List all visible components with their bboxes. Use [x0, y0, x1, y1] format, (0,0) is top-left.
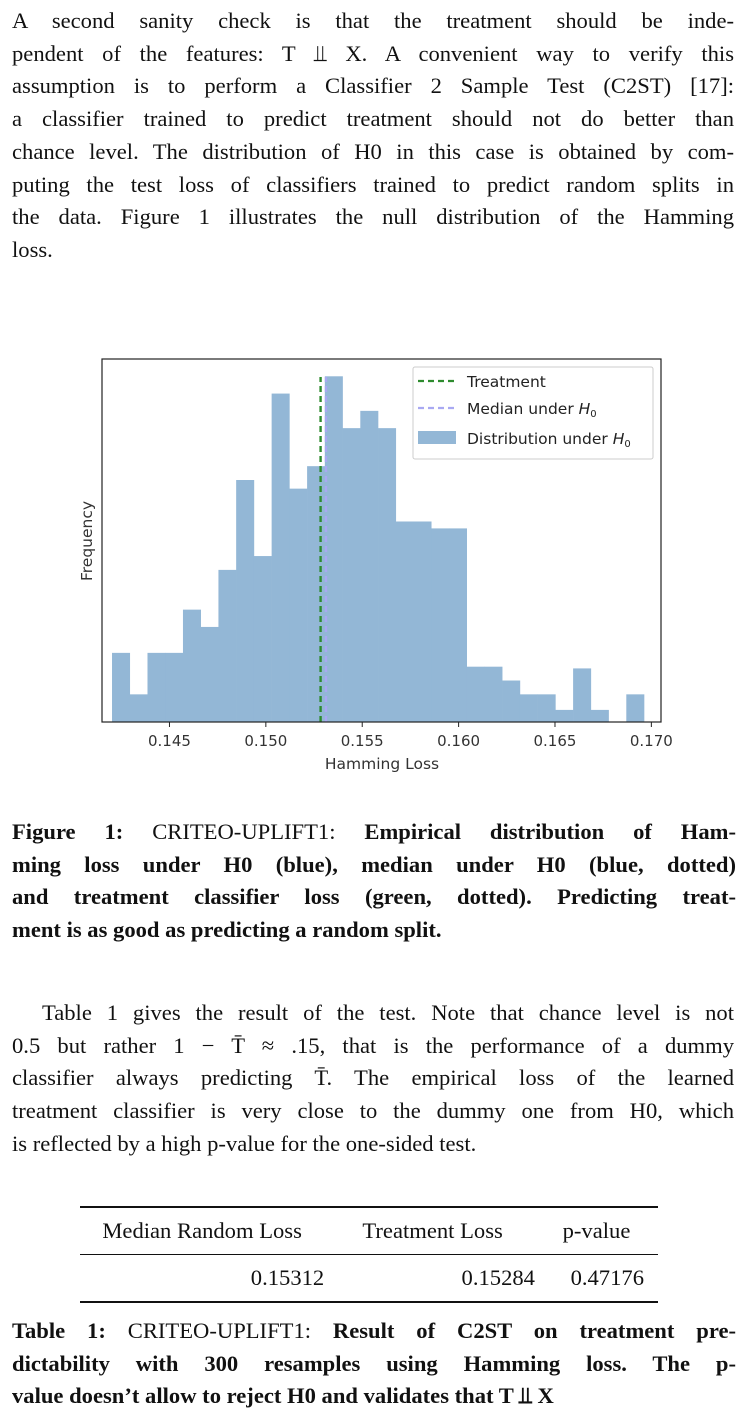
x-tick-label: 0.155 — [341, 732, 384, 750]
x-tick-label: 0.150 — [244, 732, 287, 750]
table-caption: Table 1: CRITEO-UPLIFT1: Result of C2ST … — [12, 1315, 736, 1413]
histogram-bar — [307, 466, 326, 722]
x-tick-label: 0.145 — [148, 732, 191, 750]
header-treatment-loss: Treatment Loss — [362, 1218, 503, 1243]
histogram-bar — [342, 428, 361, 722]
paragraph-line: puting the test loss of classifiers trai… — [12, 171, 734, 197]
results-paragraph: Table 1 gives the result of the test. No… — [12, 997, 734, 1161]
histogram-bar — [590, 709, 609, 722]
caption-line: Figure 1: CRITEO-UPLIFT1: Empirical dist… — [12, 816, 736, 849]
histogram-bar — [147, 652, 166, 722]
results-table: Median Random Loss Treatment Loss p-valu… — [80, 1206, 658, 1303]
figure-caption: Figure 1: CRITEO-UPLIFT1: Empirical dist… — [12, 816, 736, 947]
figure-dataset: CRITEO-UPLIFT1: — [152, 819, 336, 844]
cell-median-random-loss: 0.15312 — [250, 1265, 325, 1290]
histogram-bar — [573, 668, 592, 722]
legend-box — [412, 366, 654, 460]
legend-median-label: Median under H0 — [467, 400, 597, 420]
paragraph-line: treatment classifier is very close to th… — [12, 1098, 734, 1124]
histogram-bar — [360, 410, 379, 722]
cell-p-value: 0.47176 — [570, 1265, 644, 1290]
histogram-bar — [484, 666, 503, 722]
reference-lines — [319, 377, 328, 722]
legend-treatment-label: Treatment — [466, 373, 546, 391]
cell-treatment-loss: 0.15284 — [461, 1265, 535, 1290]
table-label: Table 1: — [12, 1318, 106, 1343]
histogram-bars — [112, 376, 645, 722]
histogram-bar — [218, 569, 237, 722]
histogram-bar — [200, 626, 219, 722]
histogram-bar — [537, 694, 556, 722]
caption-line: dictability with 300 resamples using Ham… — [12, 1350, 736, 1376]
paragraph-line: a classifier trained to predict treatmen… — [12, 106, 734, 132]
caption-line: and treatment classifier loss (green, do… — [12, 884, 736, 910]
header-median-random-loss: Median Random Loss — [102, 1218, 302, 1243]
figure-label: Figure 1: — [12, 819, 124, 844]
paragraph-line: pendent of the features: T ⫫ X. A conven… — [12, 40, 734, 66]
paragraph-line: classifier always predicting T̄. The emp… — [12, 1065, 734, 1091]
histogram-bar — [253, 556, 272, 722]
paragraph-line: 0.5 but rather 1 − T̄ ≈ .15, that is the… — [12, 1032, 734, 1058]
legend-distribution-swatch — [418, 431, 456, 444]
histogram-bar — [466, 666, 485, 722]
header-p-value: p-value — [562, 1218, 631, 1243]
histogram-bar — [626, 694, 645, 722]
histogram-bar — [182, 609, 201, 722]
caption-text: Result of C2ST on treatment pre- — [332, 1318, 737, 1343]
hamming-loss-histogram: 0.145 0.150 0.155 0.160 0.165 0.170 Hamming L… — [0, 340, 752, 780]
histogram-bar — [112, 652, 131, 722]
paragraph-line: assumption is to perform a Classifier 2 … — [12, 73, 734, 99]
histogram-bar — [555, 709, 574, 722]
histogram-bar — [413, 521, 432, 722]
histogram-bar — [502, 680, 521, 722]
histogram-bar — [395, 521, 414, 722]
x-tick-label: 0.165 — [534, 732, 577, 750]
x-tick-label: 0.160 — [437, 732, 480, 750]
histogram-bar — [236, 480, 255, 722]
paragraph-line: is reflected by a high p-value for the o… — [12, 1130, 477, 1156]
legend-distribution-label: Distribution under H0 — [467, 430, 631, 450]
intro-paragraph: A second sanity check is that the treatm… — [12, 5, 734, 267]
histogram-bar — [519, 694, 538, 722]
caption-line: value doesn’t allow to reject H0 and val… — [12, 1383, 554, 1409]
histogram-bar — [165, 652, 184, 722]
caption-line: ming loss under H0 (blue), median under … — [12, 851, 736, 877]
x-tick-label: 0.170 — [630, 732, 673, 750]
table-header-row: Median Random Loss Treatment Loss p-valu… — [80, 1207, 658, 1255]
histogram-bar — [324, 376, 343, 722]
x-axis-ticks: 0.145 0.150 0.155 0.160 0.165 0.170 — [148, 722, 673, 750]
caption-line: ment is as good as predicting a random s… — [12, 917, 442, 943]
y-axis-label: Frequency — [78, 501, 96, 581]
x-axis-label: Hamming Loss — [325, 755, 439, 773]
histogram-bar — [448, 528, 467, 722]
paragraph-line: Table 1 gives the result of the test. No… — [42, 1000, 734, 1025]
histogram-bar — [431, 528, 450, 722]
histogram-bar — [289, 488, 308, 722]
plot-frame — [101, 358, 662, 723]
paragraph-line: chance level. The distribution of H0 in … — [12, 138, 734, 164]
paragraph-line: loss. — [12, 236, 53, 262]
caption-line: Table 1: CRITEO-UPLIFT1: Result of C2ST … — [12, 1315, 736, 1348]
paragraph-line: A second sanity check is that the treatm… — [12, 8, 734, 33]
table-dataset: CRITEO-UPLIFT1: — [127, 1318, 312, 1343]
table-row: 0.15312 0.15284 0.47176 — [80, 1255, 658, 1302]
chart-canvas: 0.145 0.150 0.155 0.160 0.165 0.170 Hamming L… — [78, 358, 673, 773]
histogram-bar — [129, 694, 148, 722]
caption-text: Empirical distribution of Ham- — [364, 819, 737, 844]
chart-legend: Treatment Median under H0 Distribution u… — [412, 366, 654, 460]
paragraph-line: the data. Figure 1 illustrates the null … — [12, 204, 734, 230]
histogram-bar — [271, 393, 290, 722]
histogram-bar — [378, 428, 397, 722]
